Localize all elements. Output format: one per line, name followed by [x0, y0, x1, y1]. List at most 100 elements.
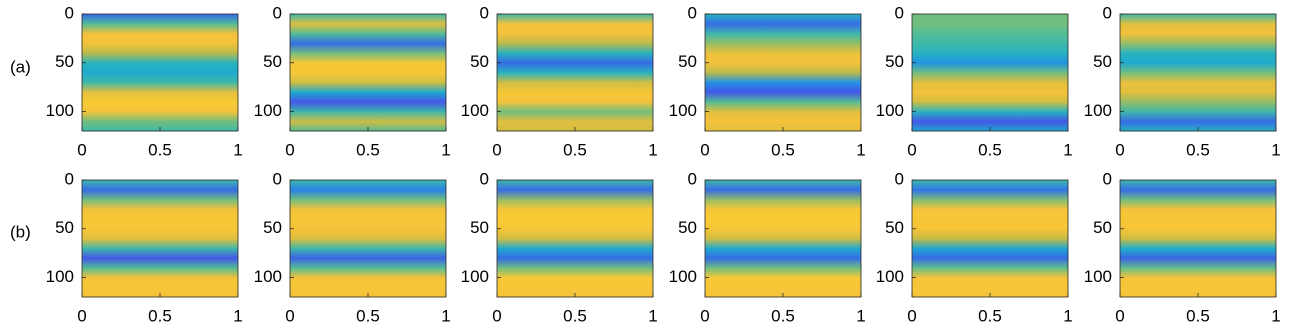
heat-cell [1120, 92, 1276, 103]
x-tick-label: 1 [1271, 306, 1280, 325]
y-tick-label: 0 [480, 3, 489, 22]
x-tick-label: 0.5 [1186, 140, 1210, 159]
heat-cell [82, 14, 238, 25]
heat-cell [912, 189, 1068, 200]
x-tick-label: 1 [1063, 140, 1072, 159]
heat-cell [1120, 219, 1276, 230]
heat-cell [497, 248, 653, 259]
heat-cell [912, 180, 1068, 191]
heat-cell [705, 53, 861, 64]
heat-cell [912, 267, 1068, 278]
heat-cell [82, 209, 238, 220]
heat-cell [1120, 23, 1276, 34]
x-tick-label: 1 [1063, 306, 1072, 325]
heat-cell [705, 14, 861, 25]
y-tick-label: 100 [254, 267, 282, 286]
heat-cell [497, 53, 653, 64]
x-tick-label: 0.5 [978, 140, 1002, 159]
heat-cell [912, 219, 1068, 230]
heat-cell [1120, 238, 1276, 249]
heat-cell [1120, 287, 1276, 298]
heat-cell [82, 33, 238, 44]
x-tick-label: 0 [700, 140, 709, 159]
heat-cell [290, 267, 446, 278]
y-tick-label: 50 [470, 52, 489, 71]
x-tick-label: 1 [441, 140, 450, 159]
x-tick-label: 0.5 [1186, 306, 1210, 325]
heat-cell [912, 111, 1068, 122]
heat-cell [497, 43, 653, 54]
y-tick-label: 0 [688, 169, 697, 188]
heat-cell [497, 121, 653, 132]
y-tick-label: 100 [1084, 267, 1112, 286]
heat-cell [82, 228, 238, 239]
heat-cell [290, 23, 446, 34]
heat-cell [290, 82, 446, 93]
x-tick-label: 1 [856, 140, 865, 159]
x-tick-label: 0.5 [563, 306, 587, 325]
heat-cell [290, 180, 446, 191]
x-tick-label: 0.5 [771, 140, 795, 159]
heat-cell [290, 92, 446, 103]
heat-cell [82, 199, 238, 210]
y-tick-label: 50 [885, 218, 904, 237]
heat-cell [497, 101, 653, 112]
y-tick-label: 0 [895, 169, 904, 188]
y-tick-label: 100 [461, 267, 489, 286]
heat-cell [82, 287, 238, 298]
heat-cell [290, 72, 446, 83]
row-label: (a) [10, 57, 31, 76]
y-tick-label: 100 [254, 101, 282, 120]
heat-cell [1120, 82, 1276, 93]
heat-cell [82, 180, 238, 191]
heat-cell [497, 209, 653, 220]
heat-cell [82, 258, 238, 269]
heat-cell [290, 238, 446, 249]
y-tick-label: 0 [895, 3, 904, 22]
x-tick-label: 1 [648, 140, 657, 159]
heat-cell [290, 62, 446, 73]
heat-cell [82, 219, 238, 230]
heat-cell [497, 72, 653, 83]
heat-cell [912, 14, 1068, 25]
heat-cell [912, 209, 1068, 220]
heat-cell [705, 23, 861, 34]
heat-cell [1120, 33, 1276, 44]
heat-cell [290, 258, 446, 269]
x-tick-label: 0 [77, 306, 86, 325]
x-tick-label: 1 [856, 306, 865, 325]
x-tick-label: 0.5 [356, 140, 380, 159]
heat-cell [497, 14, 653, 25]
y-tick-label: 0 [273, 169, 282, 188]
heat-cell [912, 121, 1068, 132]
x-tick-label: 1 [1271, 140, 1280, 159]
x-tick-label: 0 [285, 140, 294, 159]
heat-cell [290, 43, 446, 54]
heat-cell [497, 23, 653, 34]
heat-cell [705, 111, 861, 122]
heat-cell [82, 238, 238, 249]
heat-cell [705, 92, 861, 103]
x-tick-label: 1 [233, 140, 242, 159]
heat-cell [82, 53, 238, 64]
heat-cell [497, 92, 653, 103]
heat-cell [497, 267, 653, 278]
x-tick-label: 0.5 [148, 306, 172, 325]
heat-cell [290, 228, 446, 239]
heat-cell [82, 72, 238, 83]
heat-cell [1120, 101, 1276, 112]
heat-cell [912, 228, 1068, 239]
x-tick-label: 0 [907, 306, 916, 325]
y-tick-label: 50 [55, 218, 74, 237]
y-tick-label: 100 [46, 101, 74, 120]
heat-cell [912, 53, 1068, 64]
heat-cell [290, 248, 446, 259]
heat-cell [82, 121, 238, 132]
heat-cell [82, 277, 238, 288]
heat-cell [1120, 43, 1276, 54]
y-tick-label: 100 [461, 101, 489, 120]
heat-cell [912, 72, 1068, 83]
heat-cell [290, 121, 446, 132]
heat-cell [912, 23, 1068, 34]
